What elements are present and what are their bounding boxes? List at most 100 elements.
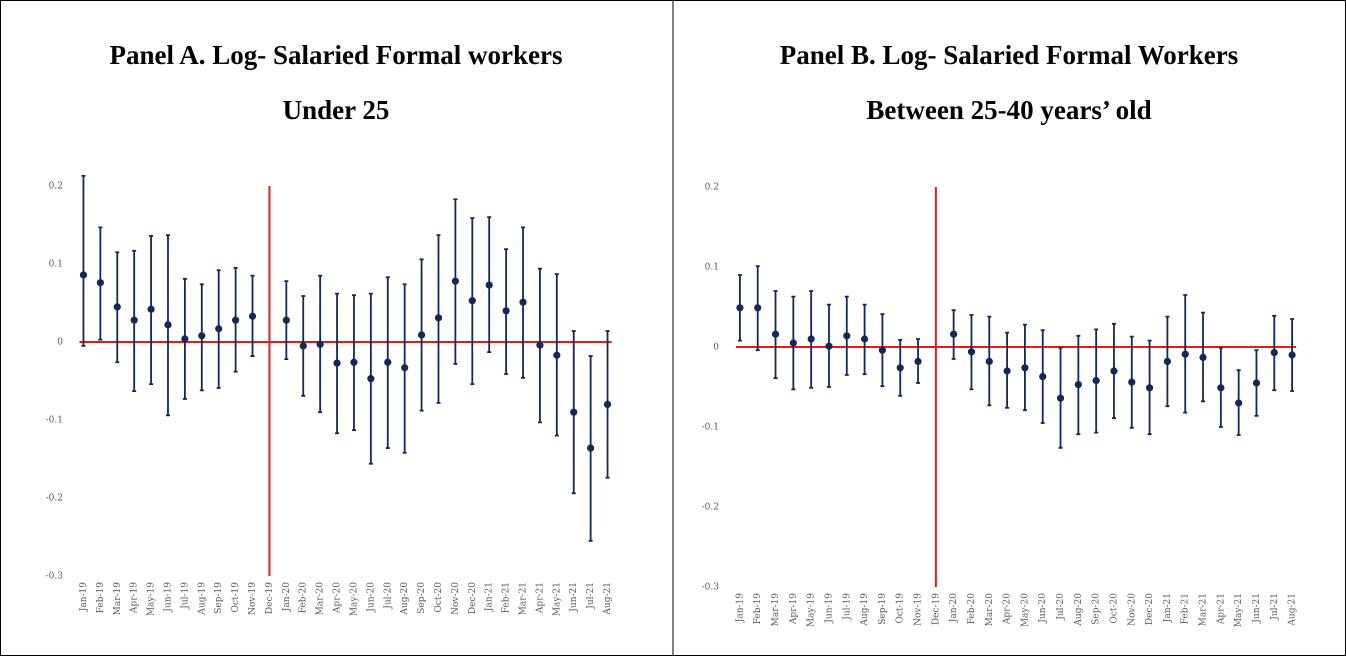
panel-subtitle: Under 25 <box>283 95 390 125</box>
point <box>1163 357 1172 365</box>
point <box>1039 373 1047 381</box>
point <box>485 281 493 289</box>
panel-title: Panel A. Log- Salaried Formal workers <box>110 40 563 70</box>
x-tick-label: Mar-19 <box>113 582 123 616</box>
point <box>333 359 341 367</box>
point <box>896 364 904 372</box>
point <box>401 364 409 372</box>
x-tick-label: Jun-19 <box>824 593 834 624</box>
x-tick-label: Jul-21 <box>1270 593 1280 621</box>
x-tick-label: Sep-19 <box>214 582 224 614</box>
x-tick-label: Apr-21 <box>1216 593 1226 625</box>
x-tick-label: Oct-20 <box>1109 593 1119 624</box>
y-tick-label: -0.1 <box>702 423 719 433</box>
point <box>502 307 510 315</box>
panel-title: Panel B. Log- Salaried Formal Workers <box>780 40 1238 70</box>
point <box>807 335 815 343</box>
point <box>147 305 155 313</box>
x-tick-label: Mar-21 <box>1199 593 1209 626</box>
x-tick-label: Nov-20 <box>1127 593 1137 626</box>
x-tick-label: Aug-20 <box>1074 593 1084 627</box>
y-tick-label: -0.1 <box>46 416 63 426</box>
point <box>248 312 257 320</box>
x-tick-label: Apr-20 <box>1003 593 1013 625</box>
x-tick-label: Jun-21 <box>1252 593 1262 624</box>
y-tick-label: -0.3 <box>702 583 720 593</box>
point <box>113 303 121 311</box>
x-tick-label: Jan-20 <box>949 593 959 624</box>
y-tick-label: 0.2 <box>705 183 719 193</box>
point <box>468 297 476 305</box>
x-tick-label: Apr-19 <box>789 593 799 625</box>
x-tick-label: Jun-21 <box>569 582 579 613</box>
x-tick-label: Aug-21 <box>603 582 613 616</box>
x-tick-label: Sep-19 <box>878 593 888 625</box>
x-tick-label: Jul-20 <box>383 582 393 610</box>
x-tick-label: Jun-20 <box>366 582 376 613</box>
x-tick-label: Mar-21 <box>519 582 529 615</box>
point <box>164 321 172 329</box>
point <box>1217 384 1225 392</box>
point <box>914 357 922 365</box>
point <box>754 304 762 312</box>
y-tick-label: 0.2 <box>49 182 63 192</box>
y-tick-label: -0.2 <box>702 503 719 513</box>
point <box>967 348 976 356</box>
y-tick-label: 0.1 <box>705 263 719 273</box>
point <box>1181 350 1189 358</box>
point <box>1235 399 1243 407</box>
error-bar <box>81 174 86 347</box>
x-tick-label: Jan-21 <box>1163 593 1173 623</box>
point <box>878 346 887 354</box>
y-tick-label: -0.2 <box>46 494 63 504</box>
x-tick-label: May-19 <box>147 582 157 616</box>
point <box>350 358 358 366</box>
x-tick-label: Jul-21 <box>586 582 596 610</box>
point <box>736 304 744 312</box>
point <box>384 358 392 366</box>
point <box>232 316 240 324</box>
point <box>451 277 459 285</box>
x-tick-label: Dec-20 <box>468 582 478 614</box>
x-tick-label: Nov-19 <box>914 593 924 626</box>
x-tick-label: Oct-20 <box>434 582 444 613</box>
point <box>96 279 104 287</box>
point <box>215 325 223 333</box>
point <box>570 408 578 416</box>
point <box>1288 351 1296 359</box>
point <box>985 357 993 365</box>
point <box>130 316 138 324</box>
point <box>367 375 375 383</box>
point <box>789 339 797 347</box>
point <box>603 400 612 408</box>
panel-subtitle: Between 25-40 years’ old <box>866 95 1151 125</box>
x-tick-label: Jul-19 <box>180 582 190 610</box>
x-tick-label: May-19 <box>807 593 817 627</box>
x-tick-label: Oct-19 <box>231 582 241 613</box>
x-tick-label: Jan-19 <box>735 593 745 624</box>
point <box>519 298 527 306</box>
x-tick-label: Aug-19 <box>860 593 870 627</box>
x-tick-label: Jan-19 <box>79 582 89 613</box>
x-tick-label: Feb-19 <box>753 593 763 625</box>
x-tick-label: May-21 <box>552 582 562 616</box>
x-tick-label: Feb-19 <box>96 582 106 614</box>
point <box>536 341 544 349</box>
x-tick-label: Apr-20 <box>333 582 343 614</box>
point <box>1056 394 1065 402</box>
x-tick-label: Jul-20 <box>1056 593 1066 621</box>
x-tick-label: Apr-21 <box>535 582 545 614</box>
point <box>860 335 869 343</box>
point <box>299 342 307 350</box>
x-tick-label: Jul-19 <box>842 593 852 621</box>
x-tick-label: Aug-19 <box>197 582 207 616</box>
x-tick-label: Dec-19 <box>931 593 941 625</box>
point <box>553 351 561 359</box>
x-tick-label: Sep-20 <box>417 582 427 614</box>
x-tick-label: Sep-20 <box>1092 593 1102 625</box>
x-tick-label: Dec-20 <box>1145 593 1155 625</box>
y-tick-label: 0.1 <box>49 260 63 270</box>
point <box>1021 364 1029 372</box>
